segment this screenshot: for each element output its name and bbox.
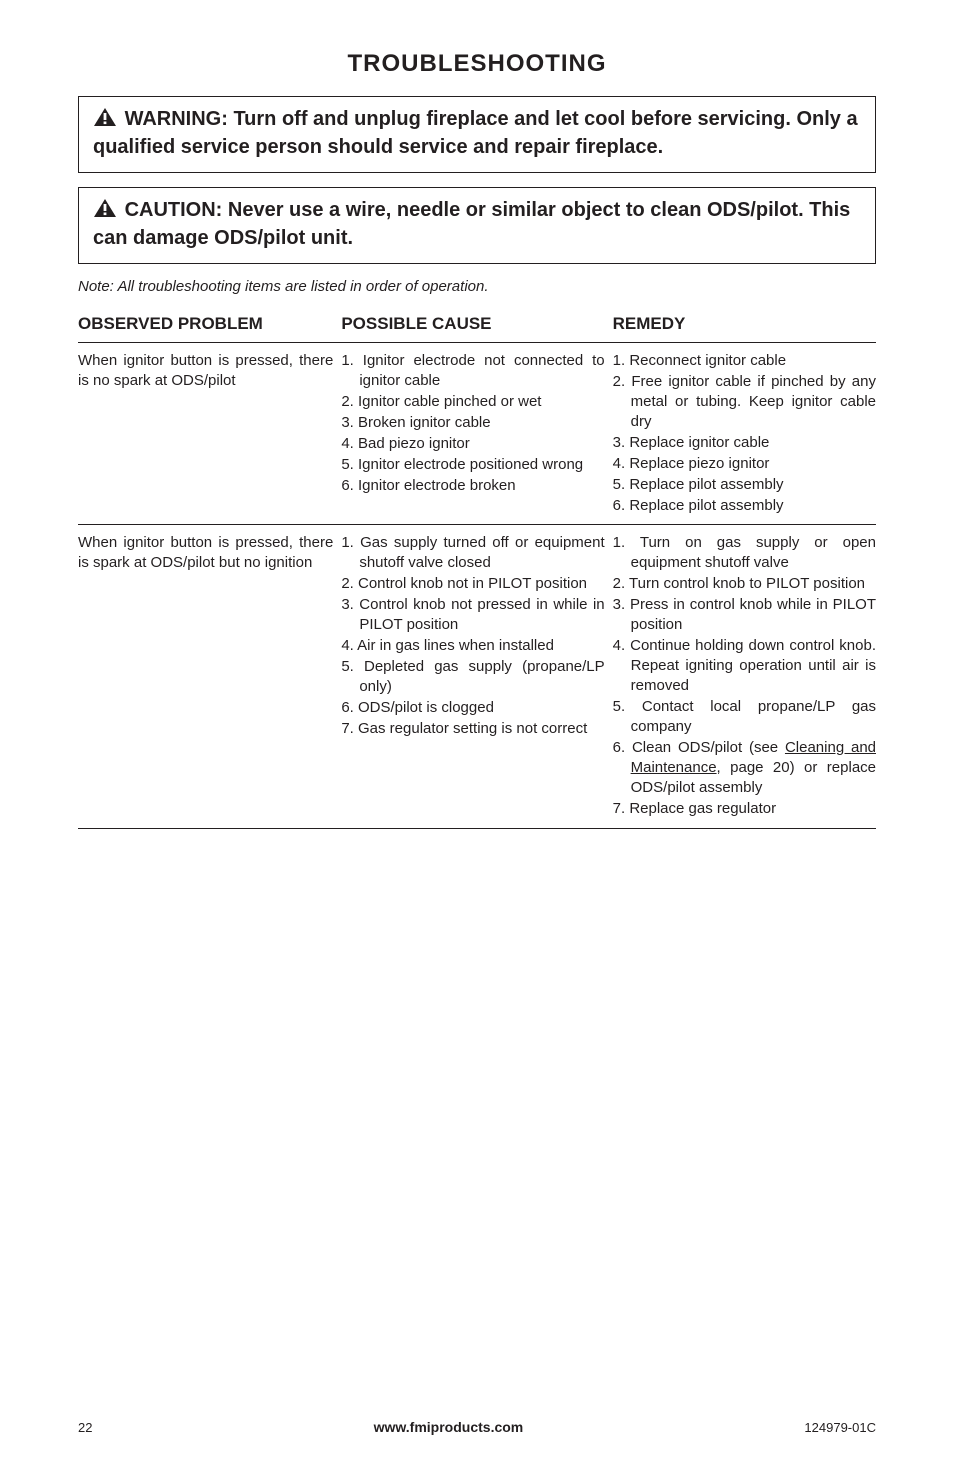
list-item: 7. Replace gas regulator: [613, 799, 876, 819]
list-item: 6. Clean ODS/pilot (see Cleaning and Mai…: [613, 738, 876, 798]
caution-triangle-icon: [93, 198, 117, 226]
header-remedy: REMEDY: [613, 313, 876, 342]
list-item: 4. Air in gas lines when installed: [341, 636, 604, 656]
observed-cell: When ignitor button is pressed, there is…: [78, 525, 341, 828]
list-item: 5. Ignitor electrode positioned wrong: [341, 455, 604, 475]
list-item: 2. Ignitor cable pinched or wet: [341, 392, 604, 412]
caution-text-content: CAUTION: Never use a wire, needle or sim…: [93, 199, 850, 249]
list-item: 6. Ignitor electrode broken: [341, 476, 604, 496]
warning-triangle-icon: [93, 107, 117, 135]
list-item: 2. Free ignitor cable if pinched by any …: [613, 372, 876, 432]
list-item: 7. Gas regulator setting is not correct: [341, 719, 604, 739]
list-item: 1. Gas supply turned off or equipment sh…: [341, 533, 604, 573]
header-cause: POSSIBLE CAUSE: [341, 313, 612, 342]
list-item: 4. Replace piezo ignitor: [613, 454, 876, 474]
list-item: 5. Replace pilot assembly: [613, 475, 876, 495]
remedy-cell: 1. Reconnect ignitor cable 2. Free ignit…: [613, 342, 876, 525]
list-item: 4. Continue holding down control knob. R…: [613, 636, 876, 696]
remedy-list: 1. Turn on gas supply or open equipment …: [613, 533, 876, 818]
warning-text: WARNING: Turn off and unplug fireplace a…: [93, 107, 861, 160]
remedy-cell: 1. Turn on gas supply or open equipment …: [613, 525, 876, 828]
list-item: 6. Replace pilot assembly: [613, 496, 876, 516]
troubleshooting-table: OBSERVED PROBLEM POSSIBLE CAUSE REMEDY W…: [78, 313, 876, 828]
page-number: 22: [78, 1420, 92, 1435]
cause-cell: 1. Gas supply turned off or equipment sh…: [341, 525, 612, 828]
list-item: 3. Press in control knob while in PILOT …: [613, 595, 876, 635]
cause-list: 1. Gas supply turned off or equipment sh…: [341, 533, 604, 738]
remedy-list: 1. Reconnect ignitor cable 2. Free ignit…: [613, 351, 876, 516]
header-observed: OBSERVED PROBLEM: [78, 313, 341, 342]
list-item: 1. Reconnect ignitor cable: [613, 351, 876, 371]
warning-text-content: WARNING: Turn off and unplug fireplace a…: [93, 108, 858, 158]
caution-box: CAUTION: Never use a wire, needle or sim…: [78, 187, 876, 264]
list-item: 5. Depleted gas supply (propane/LP only): [341, 657, 604, 697]
list-item: 3. Control knob not pressed in while in …: [341, 595, 604, 635]
list-item: 4. Bad piezo ignitor: [341, 434, 604, 454]
caution-text: CAUTION: Never use a wire, needle or sim…: [93, 198, 861, 251]
page-footer: 22 www.fmiproducts.com 124979-01C: [78, 1419, 876, 1435]
warning-box: WARNING: Turn off and unplug fireplace a…: [78, 96, 876, 173]
list-item: 2. Control knob not in PILOT position: [341, 574, 604, 594]
list-item: 3. Broken ignitor cable: [341, 413, 604, 433]
list-item: 6. ODS/pilot is clogged: [341, 698, 604, 718]
list-item: 1. Turn on gas supply or open equipment …: [613, 533, 876, 573]
list-item: 3. Replace ignitor cable: [613, 433, 876, 453]
table-row: When ignitor button is pressed, there is…: [78, 342, 876, 525]
cause-cell: 1. Ignitor electrode not connected to ig…: [341, 342, 612, 525]
table-row: When ignitor button is pressed, there is…: [78, 525, 876, 828]
table-header-row: OBSERVED PROBLEM POSSIBLE CAUSE REMEDY: [78, 313, 876, 342]
list-item: 2. Turn control knob to PILOT position: [613, 574, 876, 594]
cause-list: 1. Ignitor electrode not connected to ig…: [341, 351, 604, 496]
note-text: Note: All troubleshooting items are list…: [78, 278, 876, 295]
list-item: 1. Ignitor electrode not connected to ig…: [341, 351, 604, 391]
footer-url: www.fmiproducts.com: [374, 1419, 524, 1435]
section-title: TROUBLESHOOTING: [78, 50, 876, 78]
footer-docnum: 124979-01C: [804, 1420, 876, 1435]
observed-cell: When ignitor button is pressed, there is…: [78, 342, 341, 525]
list-item: 5. Contact local propane/LP gas company: [613, 697, 876, 737]
